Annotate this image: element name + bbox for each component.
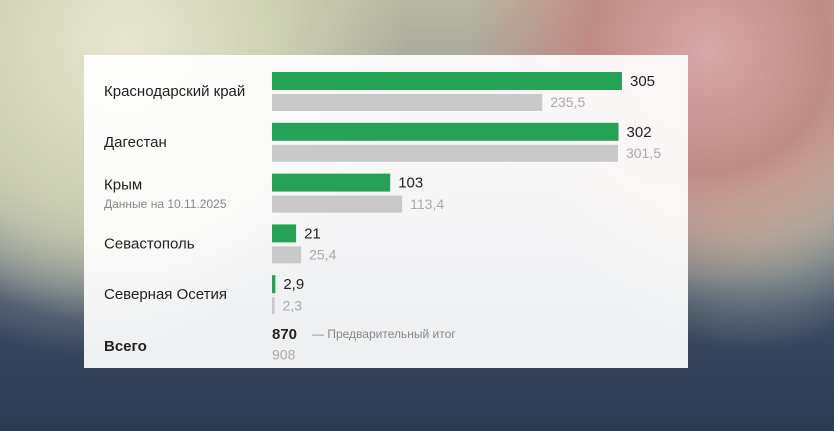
bar [272, 275, 276, 294]
bar [272, 224, 297, 243]
value-label: 302 [627, 124, 652, 141]
value-label: 113,4 [410, 196, 444, 212]
bar [272, 72, 622, 90]
value-label: 103 [398, 175, 423, 192]
bar [272, 144, 618, 162]
value-label: 305 [630, 73, 655, 90]
category-label: Дагестан [104, 134, 167, 151]
value-label: 21 [304, 225, 321, 242]
value-label: 301,5 [626, 145, 661, 161]
bar [272, 195, 403, 213]
bar [272, 246, 302, 264]
category-label: Севастополь [104, 235, 195, 252]
value-label: 25,4 [309, 247, 336, 263]
total-value: 908 [272, 347, 296, 363]
category-label: Крым [104, 177, 142, 194]
category-label: Северная Осетия [104, 286, 227, 303]
value-label: 2,9 [283, 276, 304, 293]
bar [272, 173, 391, 192]
total-value: 870 [272, 326, 297, 343]
value-label: 2,3 [283, 297, 303, 313]
total-note: — Предварительный итог [312, 327, 456, 341]
total-label: Всего [104, 338, 147, 355]
category-label: Краснодарский край [104, 83, 245, 100]
category-note: Данные на 10.11.2025 [104, 197, 227, 211]
bar [272, 122, 619, 141]
value-label: 235,5 [550, 94, 585, 110]
bar [272, 94, 543, 111]
bar [272, 297, 275, 315]
